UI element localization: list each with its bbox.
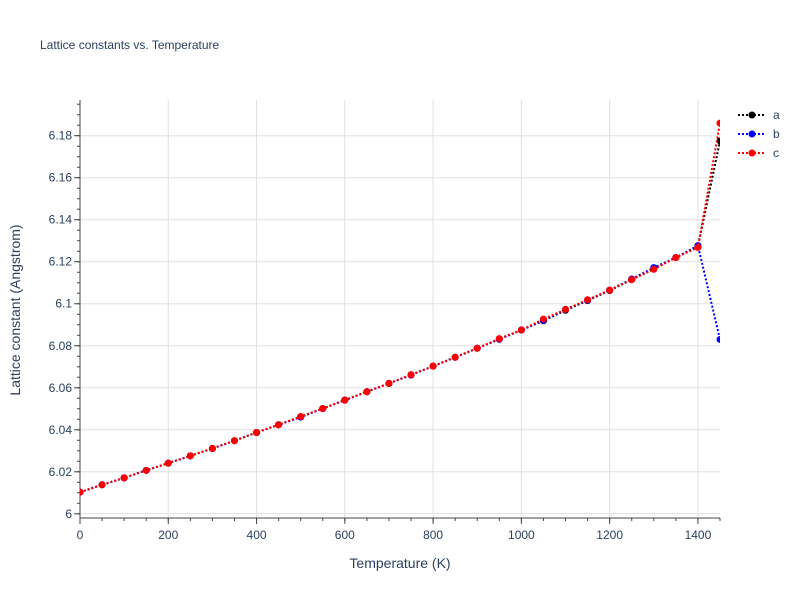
legend-swatch-marker: [748, 130, 756, 138]
data-point-c[interactable]: [429, 362, 437, 370]
data-point-c[interactable]: [495, 335, 503, 343]
series-line-b: [80, 244, 720, 494]
data-point-c[interactable]: [716, 119, 724, 127]
legend-label: a: [773, 108, 780, 122]
y-tick-label: 6.16: [49, 171, 73, 185]
x-tick-label: 600: [335, 528, 355, 542]
y-axis-title: Lattice constant (Angstrom): [7, 224, 23, 395]
legend-swatch-marker: [748, 111, 756, 119]
data-point-c[interactable]: [407, 371, 415, 379]
x-tick-label: 1400: [685, 528, 712, 542]
data-point-c[interactable]: [694, 243, 702, 251]
x-tick-label: 200: [158, 528, 178, 542]
series-c: [77, 119, 724, 496]
x-tick-label: 800: [423, 528, 443, 542]
data-point-c[interactable]: [473, 344, 481, 352]
data-point-c[interactable]: [208, 444, 216, 452]
series-line-c: [80, 122, 720, 494]
y-tick-label: 6.1: [55, 297, 72, 311]
y-tick-label: 6: [65, 507, 72, 521]
y-tick-label: 6.14: [49, 213, 73, 227]
series-a: [80, 137, 724, 496]
axes: 6 6.02 6.04 6.06 6.08 6.1 6.12 6.14 6.16 6.18 0 200…: [49, 100, 721, 542]
x-tick-label: 0: [77, 528, 84, 542]
data-point-c[interactable]: [539, 315, 547, 323]
y-tick-label: 6.06: [49, 381, 73, 395]
y-tick-label: 6.08: [49, 339, 73, 353]
data-point-c[interactable]: [341, 396, 349, 404]
x-tick-label: 1200: [596, 528, 623, 542]
data-point-c[interactable]: [142, 466, 150, 474]
data-point-c[interactable]: [385, 379, 393, 387]
data-point-c[interactable]: [98, 481, 106, 489]
data-point-c[interactable]: [319, 405, 327, 413]
legend-item-b[interactable]: b: [738, 127, 780, 141]
legend-label: b: [773, 127, 780, 141]
data-point-a[interactable]: [716, 137, 724, 145]
data-point-c[interactable]: [672, 254, 680, 262]
chart-title: Lattice constants vs. Temperature: [40, 38, 220, 52]
data-point-c[interactable]: [230, 437, 238, 445]
data-point-c[interactable]: [275, 421, 283, 429]
data-point-c[interactable]: [120, 474, 128, 482]
y-tick-label: 6.12: [49, 255, 73, 269]
series-line-a: [80, 140, 720, 494]
y-tick-label: 6.02: [49, 465, 73, 479]
data-point-c[interactable]: [628, 276, 636, 284]
grid: [80, 100, 720, 518]
legend-label: c: [773, 146, 779, 160]
series-group: [77, 119, 724, 496]
data-point-c[interactable]: [297, 413, 305, 421]
data-point-c[interactable]: [77, 488, 84, 496]
data-point-c[interactable]: [363, 388, 371, 396]
y-tick-label: 6.04: [49, 423, 73, 437]
data-point-c[interactable]: [606, 286, 614, 294]
data-point-c[interactable]: [164, 459, 172, 467]
legend[interactable]: abc: [738, 108, 780, 160]
data-point-c[interactable]: [186, 452, 194, 460]
data-point-c[interactable]: [517, 326, 525, 334]
x-tick-label: 1000: [508, 528, 535, 542]
x-tick-label: 400: [247, 528, 267, 542]
series-b: [80, 242, 724, 496]
x-axis-title: Temperature (K): [349, 555, 450, 571]
data-point-c[interactable]: [451, 353, 459, 361]
data-point-c[interactable]: [650, 265, 658, 273]
legend-item-c[interactable]: c: [738, 146, 779, 160]
legend-item-a[interactable]: a: [738, 108, 780, 122]
y-tick-label: 6.18: [49, 129, 73, 143]
legend-swatch-marker: [748, 149, 756, 157]
data-point-c[interactable]: [253, 429, 261, 437]
data-point-b[interactable]: [716, 335, 724, 343]
data-point-c[interactable]: [562, 305, 570, 313]
data-point-c[interactable]: [584, 296, 592, 304]
